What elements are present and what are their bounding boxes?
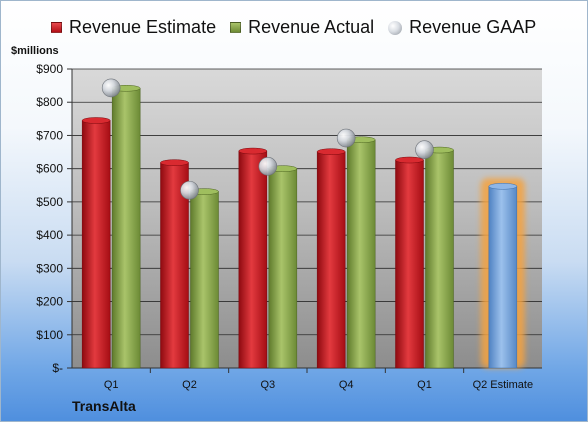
bar-revenue-actual [425, 149, 454, 369]
x-tick-label: Q1 [417, 379, 432, 391]
y-tick-label: $100 [36, 328, 63, 342]
y-tick-label: $800 [36, 95, 63, 109]
legend: Revenue Estimate Revenue Actual Revenue … [51, 17, 550, 38]
point-revenue-gaap [336, 128, 356, 148]
bar-revenue-actual [346, 139, 376, 369]
legend-swatch-actual [230, 22, 242, 33]
bar-revenue-estimate [81, 120, 111, 369]
x-tick-label: Q2 Estimate [473, 379, 534, 391]
legend-item-gaap: Revenue GAAP [388, 17, 536, 38]
y-tick-label: $- [52, 361, 63, 375]
point-revenue-gaap [101, 78, 121, 98]
y-axis-unit: $millions [11, 45, 59, 57]
y-tick-label: $700 [36, 128, 63, 142]
bar-revenue-estimate-cap [238, 147, 268, 155]
x-tick-label: Q1 [104, 379, 119, 391]
legend-item-estimate: Revenue Estimate [51, 17, 216, 38]
legend-label-estimate: Revenue Estimate [69, 17, 217, 37]
bar-revenue-estimate [316, 151, 346, 369]
y-tick-label: $400 [36, 228, 63, 242]
legend-item-actual: Revenue Actual [230, 17, 374, 38]
bar-q2-estimate [488, 186, 518, 369]
bar-revenue-estimate-cap [81, 117, 111, 124]
y-tick-label: $600 [36, 162, 63, 176]
company-name: TransAlta [72, 398, 136, 414]
y-tick-label: $500 [36, 195, 63, 209]
legend-dot-gaap [388, 20, 403, 35]
bar-revenue-estimate-cap [160, 159, 189, 166]
legend-label-actual: Revenue Actual [248, 17, 375, 37]
x-tick-label: Q4 [339, 379, 354, 391]
bar-revenue-actual [111, 88, 141, 369]
plot-area [72, 69, 542, 368]
legend-swatch-estimate [51, 22, 62, 33]
bar-revenue-actual [190, 191, 219, 369]
bar-revenue-estimate [238, 150, 268, 369]
point-revenue-gaap [415, 140, 434, 160]
y-tick-label: $900 [36, 62, 63, 76]
bar-q2-estimate-cap [488, 183, 518, 190]
y-tick-label: $200 [36, 295, 63, 309]
bar-revenue-estimate [395, 159, 424, 369]
y-tick-label: $300 [36, 261, 63, 275]
point-revenue-gaap [258, 157, 278, 176]
bar-revenue-estimate-cap [316, 148, 346, 155]
point-revenue-gaap [180, 180, 199, 200]
x-tick-label: Q2 [182, 379, 197, 391]
bar-revenue-actual [268, 168, 298, 369]
bar-revenue-estimate-cap [395, 156, 424, 164]
legend-label-gaap: Revenue GAAP [409, 17, 537, 37]
x-tick-label: Q3 [260, 379, 275, 391]
